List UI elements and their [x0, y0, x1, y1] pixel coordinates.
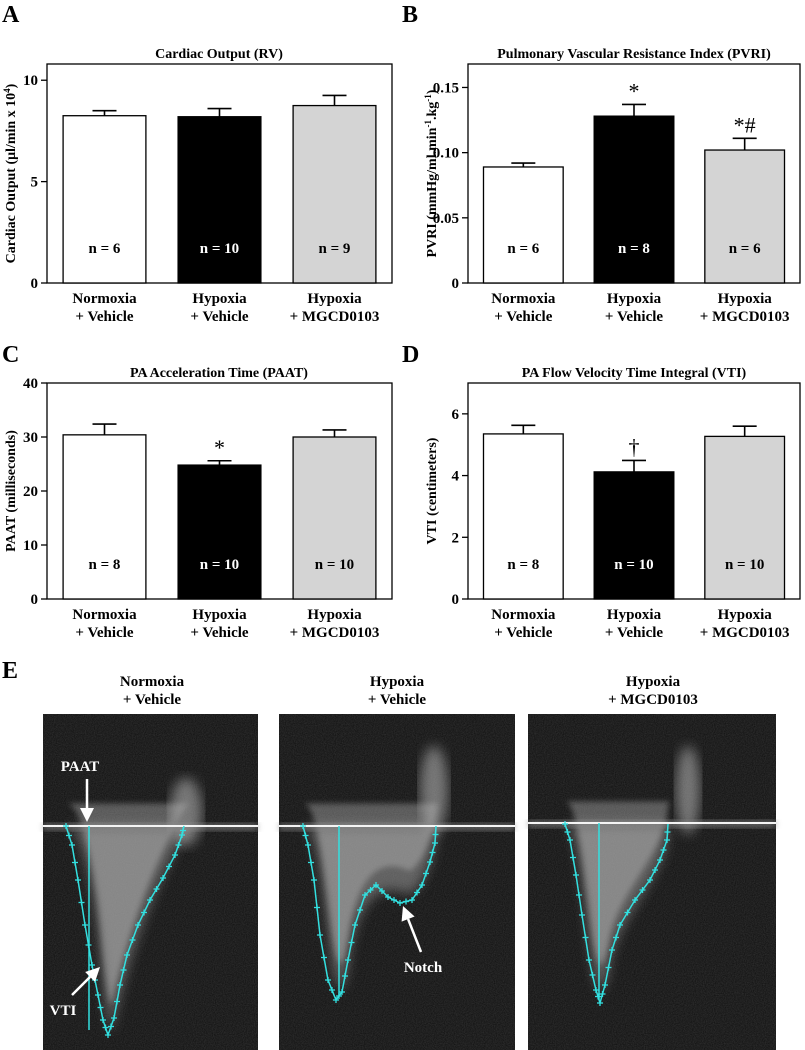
- notch-arrow-shaft: [406, 918, 423, 953]
- panel-letter-c: C: [2, 342, 19, 368]
- paat-arrow-head: [80, 808, 94, 822]
- chart-title: Pulmonary Vascular Resistance Index (PVR…: [497, 47, 771, 62]
- doppler-speckle: [528, 714, 776, 1050]
- n-label: n = 10: [200, 241, 239, 257]
- x-category-label: Hypoxia + MGCD0103: [290, 291, 380, 325]
- y-axis-label: VTI (centimeters): [425, 437, 440, 544]
- paat-label: PAAT: [61, 759, 100, 775]
- vti-arrow-shaft: [71, 976, 91, 996]
- y-tick-label: 10: [23, 73, 38, 89]
- n-label: n = 6: [89, 241, 121, 257]
- chart-panel-c: C PA Acceleration Time (PAAT) 0 10 20 30 40 PAA…: [2, 342, 393, 641]
- y-tick-label: 0.15: [433, 80, 459, 96]
- annotation-arrows: PAAT VTI Notch: [50, 759, 443, 1019]
- n-label: n = 10: [614, 557, 653, 573]
- bar: [62, 115, 147, 284]
- vti-label: VTI: [50, 1003, 77, 1019]
- doppler-return-peak: [170, 778, 202, 846]
- y-tick-label: 10: [23, 538, 38, 554]
- x-category-label: Normoxia + Vehicle: [72, 607, 137, 641]
- bar: [482, 433, 564, 600]
- y-tick-label: 6: [452, 407, 460, 423]
- n-label: n = 9: [319, 241, 351, 257]
- doppler-image-title: Hypoxia + MGCD0103: [608, 674, 698, 708]
- significance-marker: *: [214, 435, 225, 460]
- panel-letter-b: B: [402, 2, 418, 28]
- y-tick-label: 40: [23, 376, 38, 392]
- n-label: n = 10: [315, 557, 354, 573]
- notch-label: Notch: [404, 960, 443, 976]
- x-category-label: Hypoxia + Vehicle: [190, 291, 248, 325]
- y-tick-label: 2: [452, 530, 460, 546]
- x-category-label: Hypoxia + MGCD0103: [700, 291, 790, 325]
- bar: [177, 116, 262, 284]
- doppler-flow-core: [66, 803, 190, 1004]
- y-tick-label: 20: [23, 484, 38, 500]
- chart-title: PA Flow Velocity Time Integral (VTI): [522, 366, 747, 381]
- chart-title: PA Acceleration Time (PAAT): [130, 366, 308, 381]
- x-category-label: Hypoxia + Vehicle: [605, 607, 663, 641]
- doppler-return-peak: [420, 746, 448, 834]
- bar: [292, 104, 377, 284]
- y-tick-label: 0: [31, 276, 39, 292]
- y-tick-label: 0: [452, 276, 460, 292]
- significance-marker: †: [629, 434, 640, 459]
- significance-marker: *: [629, 78, 640, 103]
- n-label: n = 6: [507, 241, 539, 257]
- bar: [704, 149, 786, 284]
- doppler-image-title: Hypoxia + Vehicle: [368, 674, 426, 708]
- n-label: n = 6: [729, 241, 761, 257]
- y-tick-label: 5: [31, 175, 39, 191]
- chart-title: Cardiac Output (RV): [155, 47, 283, 62]
- bar: [177, 464, 262, 600]
- n-label: n = 8: [507, 557, 539, 573]
- x-category-label: Hypoxia + MGCD0103: [290, 607, 380, 641]
- y-tick-label: 4: [452, 469, 460, 485]
- panel-letter-d: D: [402, 342, 419, 368]
- y-tick-label: 30: [23, 430, 38, 446]
- x-category-label: Hypoxia + Vehicle: [605, 291, 663, 325]
- y-axis-label: PVRI (mmHg/ml.min-1.kg-1): [423, 89, 440, 257]
- x-category-label: Hypoxia + MGCD0103: [700, 607, 790, 641]
- bar: [593, 471, 675, 600]
- n-label: n = 8: [618, 241, 650, 257]
- bar: [292, 436, 377, 600]
- n-label: n = 10: [200, 557, 239, 573]
- doppler-return-peak: [676, 746, 700, 834]
- x-category-label: Normoxia + Vehicle: [72, 291, 137, 325]
- bar: [62, 434, 147, 600]
- panel-letter-e: E: [2, 658, 18, 684]
- echo-images-group: Normoxia + Vehicle Hypoxia + Vehicle Hypoxia…: [43, 674, 776, 1050]
- x-category-label: Normoxia + Vehicle: [491, 607, 556, 641]
- y-tick-label: 0: [31, 592, 39, 608]
- doppler-flow-core: [303, 803, 438, 964]
- n-label: n = 8: [89, 557, 121, 573]
- y-axis-label: PAAT (milliseconds): [4, 430, 19, 552]
- doppler-image-2: Hypoxia + Vehicle: [279, 674, 515, 1050]
- chart-panel-b: B Pulmonary Vascular Resistance Index (PV…: [402, 2, 801, 325]
- bar: [593, 115, 675, 284]
- n-label: n = 10: [725, 557, 764, 573]
- x-category-label: Normoxia + Vehicle: [491, 291, 556, 325]
- doppler-image-title: Normoxia + Vehicle: [120, 674, 185, 708]
- notch-arrow-head: [401, 906, 415, 922]
- y-tick-label: 0.05: [433, 211, 459, 227]
- y-tick-label: 0: [452, 592, 460, 608]
- doppler-image-3: Hypoxia + MGCD0103: [528, 674, 776, 1050]
- bar: [704, 435, 786, 600]
- doppler-panel: E Normoxia + Vehicle Hypoxia + Vehicle Hypox…: [2, 658, 776, 1050]
- vti-arrow-head: [85, 967, 100, 982]
- doppler-image-1: Normoxia + Vehicle: [43, 674, 258, 1050]
- significance-marker: *#: [734, 112, 756, 137]
- x-category-label: Hypoxia + Vehicle: [190, 607, 248, 641]
- y-tick-label: 0.10: [433, 146, 459, 162]
- panel-letter-a: A: [2, 2, 20, 28]
- doppler-flow-core: [565, 801, 670, 965]
- chart-panel-d: D PA Flow Velocity Time Integral (VTI) 0 2 4…: [402, 342, 801, 641]
- y-axis-label: Cardiac Output (μl/min x 104): [2, 83, 19, 263]
- bar: [482, 166, 564, 284]
